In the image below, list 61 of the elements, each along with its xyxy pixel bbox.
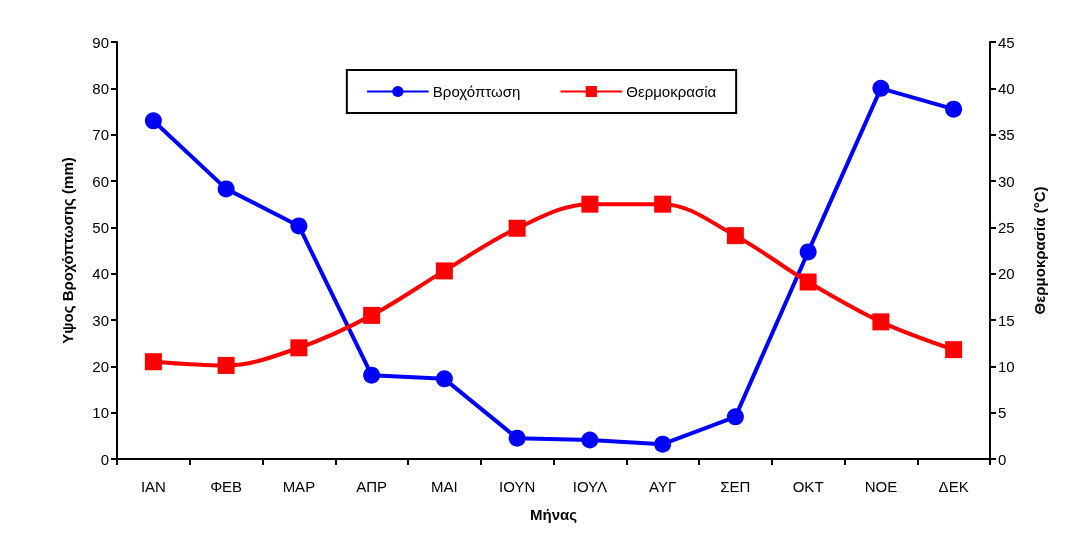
y-tick-label: 70 <box>92 126 109 144</box>
point <box>508 429 526 447</box>
y-axis-title: Υψος Βροχόπτωσης (mm) <box>59 157 76 344</box>
y2-tick-label: 5 <box>998 404 1007 422</box>
y-tick-label: 50 <box>92 218 109 236</box>
x-tick-label: ΙΟΥΛ <box>572 478 608 495</box>
point <box>363 366 381 384</box>
point <box>435 370 453 388</box>
y-tick-label: 10 <box>92 404 109 422</box>
point <box>726 408 744 426</box>
point <box>799 273 817 291</box>
x-tick-label: ΝΟΕ <box>864 478 898 495</box>
x-axis-title: Μήνας <box>529 506 578 523</box>
y2-tick-label: 35 <box>998 126 1015 144</box>
x-tick-label: ΜΑΡ <box>282 478 316 495</box>
point <box>581 431 599 449</box>
point <box>945 100 963 118</box>
x-tick-label: ΦΕΒ <box>210 478 243 495</box>
x-tick-label: ΑΥΓ <box>649 478 677 495</box>
y2-tick-label: 40 <box>998 79 1015 97</box>
x-tick-label: ΟΚΤ <box>792 478 824 495</box>
point <box>872 313 890 331</box>
point <box>435 262 453 280</box>
x-tick-label: ΣΕΠ <box>720 478 751 495</box>
x-tick-label: ΙΑΝ <box>140 478 166 495</box>
y-tick-label: 90 <box>92 33 109 51</box>
point <box>799 243 817 261</box>
y2-tick-label: 10 <box>998 357 1015 375</box>
y2-tick-label: 25 <box>998 218 1015 236</box>
point <box>144 353 162 371</box>
y2-tick-label: 20 <box>998 265 1015 283</box>
point <box>872 79 890 97</box>
x-tick-label: ΔΕΚ <box>938 478 969 495</box>
y2-tick-label: 15 <box>998 311 1015 329</box>
point <box>581 195 599 213</box>
point <box>217 356 235 374</box>
y-tick-label: 0 <box>100 450 109 468</box>
legend-label: Βροχόπτωση <box>432 83 521 100</box>
y2-tick-label: 0 <box>998 450 1007 468</box>
point <box>654 195 672 213</box>
point <box>144 112 162 130</box>
point <box>363 306 381 324</box>
y-tick-label: 20 <box>92 357 109 375</box>
point <box>217 180 235 198</box>
y-tick-label: 60 <box>92 172 109 190</box>
point <box>945 341 963 359</box>
y2-tick-label: 30 <box>998 172 1015 190</box>
point <box>726 227 744 245</box>
y-tick-label: 30 <box>92 311 109 329</box>
x-tick-label: ΙΟΥΝ <box>499 478 536 495</box>
legend-label: Θερμοκρασία <box>626 83 717 100</box>
y2-tick-label: 45 <box>998 33 1015 51</box>
x-tick-label: ΑΠΡ <box>356 478 388 495</box>
x-tick-label: ΜΑΙ <box>431 478 458 495</box>
point <box>654 435 672 453</box>
point <box>290 217 308 235</box>
y-tick-label: 40 <box>92 265 109 283</box>
point <box>290 339 308 357</box>
y2-axis-title: Θερμοκρασία (°C) <box>1031 186 1048 315</box>
y-tick-label: 80 <box>92 79 109 97</box>
point <box>508 219 526 237</box>
